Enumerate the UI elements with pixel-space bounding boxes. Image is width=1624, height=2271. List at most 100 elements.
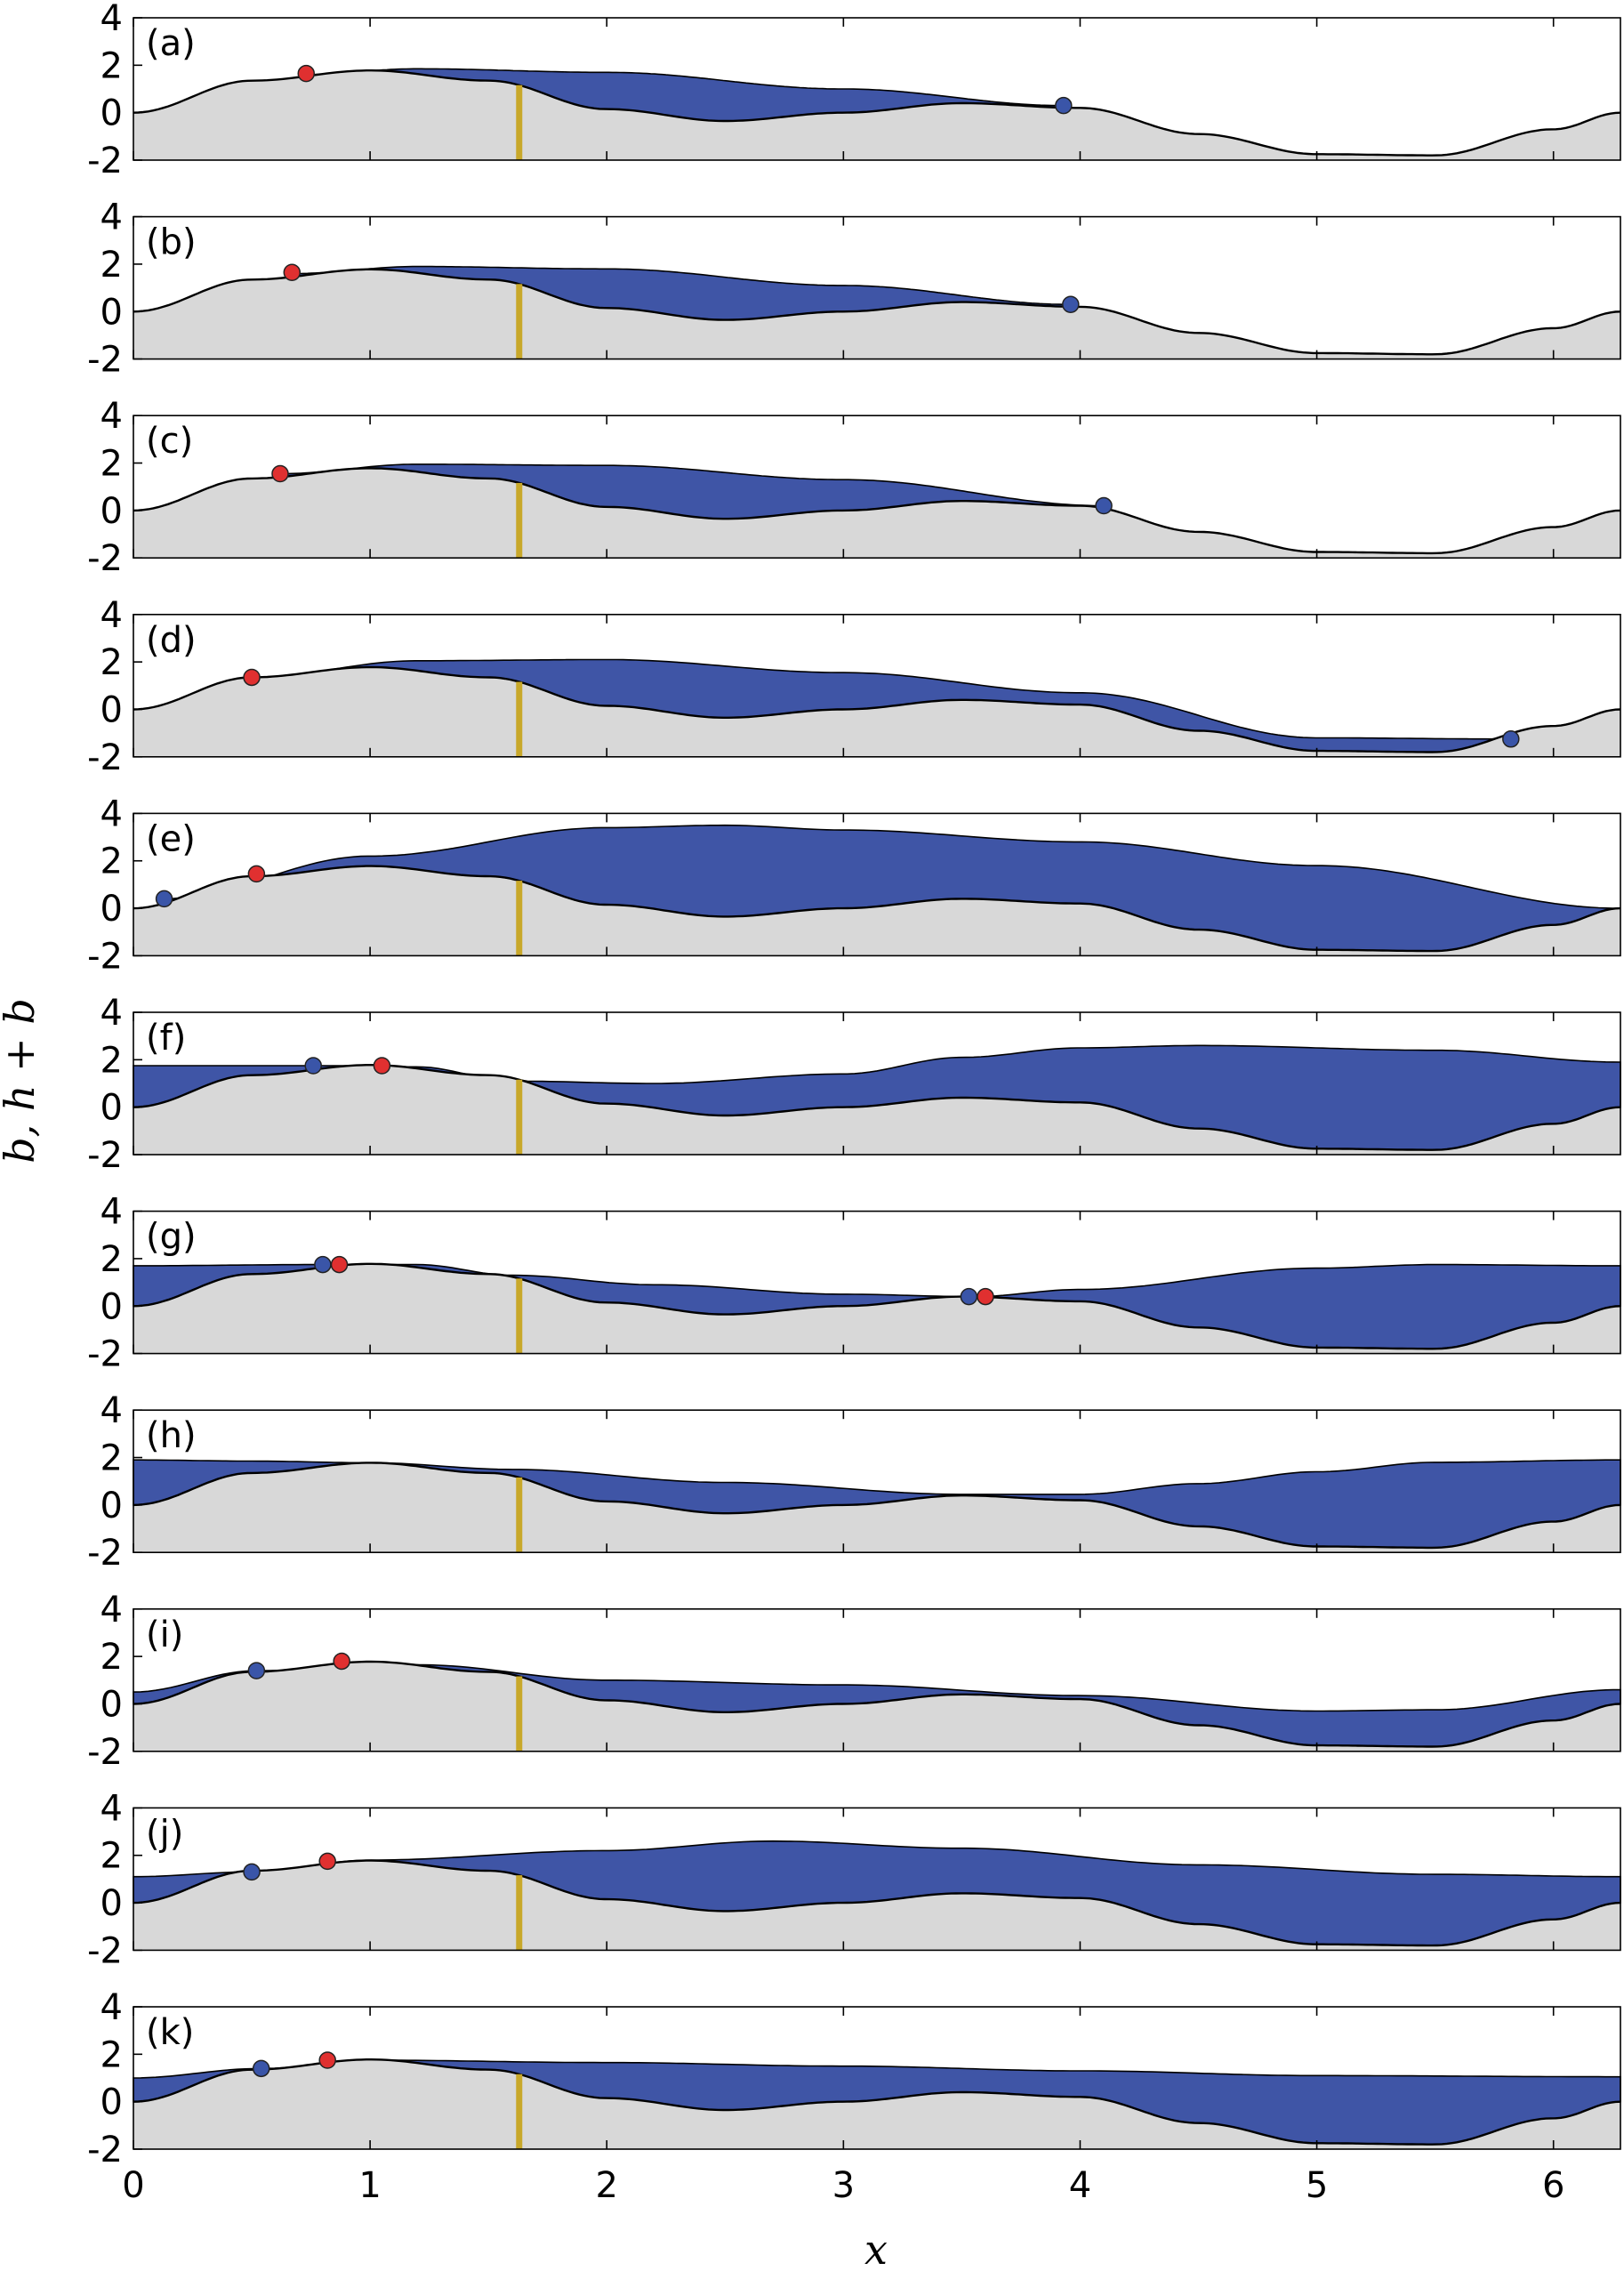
panel-label: (b)	[146, 222, 197, 263]
marker-bar	[516, 1875, 523, 1951]
axes-frame	[133, 1210, 1621, 1355]
panel-label: (c)	[146, 421, 193, 462]
marker-bar	[516, 2074, 523, 2149]
blue-point	[960, 1287, 978, 1306]
axes-frame	[133, 17, 1621, 161]
blue-point	[1062, 295, 1080, 314]
marker-bar	[516, 284, 523, 359]
ground-area	[133, 2059, 1620, 2149]
x-tick-label: 5	[1306, 2165, 1328, 2206]
red-point	[283, 263, 301, 282]
y-tick-label: 2	[100, 1836, 123, 1877]
y-tick-label: 0	[100, 689, 123, 730]
axes-frame	[133, 812, 1621, 957]
panel-i: 4 2 0 -2 (i)	[87, 1590, 1621, 1773]
blue-point	[1055, 96, 1073, 115]
bed-line	[133, 665, 1621, 753]
blue-point	[304, 1057, 322, 1075]
y-tick-label: 0	[100, 1486, 123, 1526]
y-tick-label: 2	[100, 2034, 123, 2075]
y-tick-label: -2	[87, 737, 123, 778]
panel-label: (f)	[146, 1018, 186, 1059]
y-tick-label: -2	[87, 2130, 123, 2170]
panel-label: (e)	[146, 818, 196, 859]
blue-point	[247, 1662, 266, 1679]
y-tick-label: -2	[87, 1930, 123, 1971]
y-tick-label: 0	[100, 1684, 123, 1725]
y-tick-label: 0	[100, 491, 123, 532]
bed-line	[133, 1660, 1621, 1748]
marker-bar	[516, 482, 523, 559]
x-axis-label: x	[864, 2226, 888, 2271]
bed-line	[133, 69, 1621, 157]
y-tick-label: 4	[100, 1390, 123, 1431]
y-tick-label: 2	[100, 1438, 123, 1479]
x-tick-label: 3	[832, 2165, 855, 2206]
y-tick-label: 2	[100, 1040, 123, 1081]
bed-line	[133, 268, 1621, 356]
marker-bar	[516, 1477, 523, 1553]
x-tick-label: 4	[1069, 2165, 1091, 2206]
y-tick-label: 0	[100, 1883, 123, 1924]
y-tick-label: 4	[100, 1987, 123, 2028]
y-tick-label: 2	[100, 1239, 123, 1280]
y-tick-label: -2	[87, 1533, 123, 1574]
red-point	[330, 1255, 349, 1274]
panel-a: 4 2 0 -2 (a)	[87, 0, 1621, 181]
panel-label: (d)	[146, 620, 197, 661]
y-tick-label: 2	[100, 444, 123, 485]
y-tick-label: 0	[100, 1088, 123, 1129]
x-tick-label: 0	[122, 2165, 144, 2206]
panel-label: (j)	[146, 1813, 183, 1854]
y-tick-label: 4	[100, 0, 123, 39]
panel-g: 4 2 0 -2 (g)	[87, 1192, 1621, 1375]
y-tick-label: 4	[100, 1192, 123, 1233]
ground-area	[133, 70, 1620, 160]
y-tick-label: -2	[87, 141, 123, 181]
red-point	[977, 1287, 994, 1306]
y-tick-label: 4	[100, 595, 123, 636]
y-tick-label: -2	[87, 340, 123, 381]
marker-bar	[516, 881, 523, 956]
axes-frame	[133, 1409, 1621, 1553]
marker-bar	[516, 1278, 523, 1354]
y-tick-label: 4	[100, 197, 123, 238]
y-tick-label: -2	[87, 1732, 123, 1773]
y-tick-label: 4	[100, 396, 123, 437]
y-tick-label: -2	[87, 936, 123, 977]
ground-area	[133, 468, 1620, 559]
ground-area	[133, 667, 1620, 757]
axes-frame	[133, 1807, 1621, 1952]
bed-line	[133, 1462, 1621, 1550]
y-tick-label: 0	[100, 889, 123, 930]
y-tick-label: 0	[100, 93, 123, 134]
red-point	[318, 1852, 336, 1871]
blue-point	[1502, 730, 1520, 748]
y-tick-label: 4	[100, 793, 123, 834]
bed-line	[133, 467, 1621, 555]
ground-area	[133, 866, 1620, 956]
y-tick-label: 2	[100, 842, 123, 882]
blue-point	[243, 1863, 261, 1881]
bed-line	[133, 1859, 1621, 1947]
x-tick-label: 2	[596, 2165, 618, 2206]
marker-bar	[516, 681, 523, 757]
y-tick-label: 4	[100, 993, 123, 1034]
ground-area	[133, 1065, 1620, 1155]
axes-frame	[133, 2006, 1621, 2150]
panel-k: 420-2(k)0 1 2 3 4 5 6	[87, 1987, 1621, 2206]
panel-d: 4 2 0 -2 (d)	[87, 595, 1621, 778]
red-point	[318, 2051, 336, 2069]
axes-frame	[133, 1608, 1621, 1752]
ground-area	[133, 1860, 1620, 1951]
y-tick-label: -2	[87, 1334, 123, 1375]
y-tick-label: 0	[100, 1286, 123, 1327]
y-tick-label: 4	[100, 1590, 123, 1631]
panel-label: (i)	[146, 1615, 183, 1655]
blue-point	[1095, 496, 1113, 515]
ground-area	[133, 1263, 1620, 1354]
panel-c: 4 2 0 -2 (c)	[87, 396, 1621, 579]
y-tick-label: 0	[100, 292, 123, 333]
marker-bar	[516, 85, 523, 160]
